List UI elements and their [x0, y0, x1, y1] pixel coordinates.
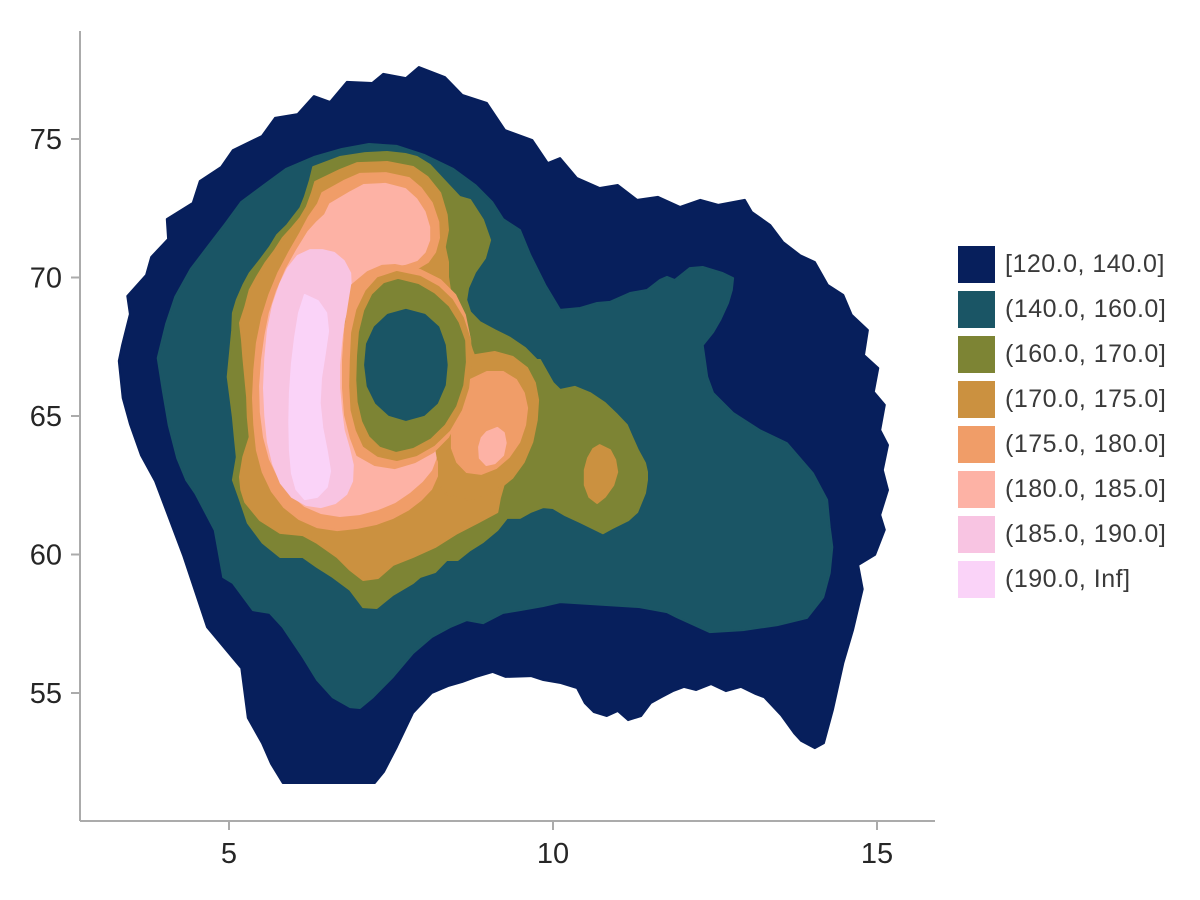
legend-label-2: (160.0, 170.0]: [1005, 340, 1167, 368]
axes: 55 60 65 70 75 5 10 15: [30, 31, 935, 870]
legend-row-1: (140.0, 160.0]: [958, 291, 1166, 328]
y-tick-label-70: 70: [30, 263, 62, 295]
legend-swatch-3: [958, 381, 995, 418]
legend-swatch-0: [958, 246, 995, 283]
contour-layers: [117, 66, 889, 784]
y-tick-label-55: 55: [30, 678, 62, 710]
contour-hole-teal: [364, 308, 448, 421]
legend-swatch-2: [958, 336, 995, 373]
legend-swatch-7: [958, 561, 995, 598]
legend-swatch-4: [958, 426, 995, 463]
legend-swatch-5: [958, 471, 995, 508]
legend-row-2: (160.0, 170.0]: [958, 336, 1166, 373]
y-tick-label-75: 75: [30, 124, 62, 156]
x-tick-label-15: 15: [861, 838, 893, 870]
legend-row-7: (190.0, Inf]: [958, 561, 1166, 598]
legend-label-0: [120.0, 140.0]: [1005, 250, 1165, 278]
legend-label-5: (180.0, 185.0]: [1005, 475, 1167, 503]
x-tick-label-10: 10: [537, 838, 569, 870]
legend-label-4: (175.0, 180.0]: [1005, 430, 1167, 458]
legend-label-7: (190.0, Inf]: [1005, 565, 1131, 593]
legend-label-1: (140.0, 160.0]: [1005, 295, 1167, 323]
y-tick-label-65: 65: [30, 401, 62, 433]
legend-row-3: (170.0, 175.0]: [958, 381, 1166, 418]
legend: [120.0, 140.0] (140.0, 160.0] (160.0, 170.…: [958, 246, 1166, 598]
legend-swatch-1: [958, 291, 995, 328]
legend-label-6: (185.0, 190.0]: [1005, 520, 1167, 548]
legend-label-3: (170.0, 175.0]: [1005, 385, 1167, 413]
legend-row-0: [120.0, 140.0]: [958, 246, 1166, 283]
legend-swatch-6: [958, 516, 995, 553]
legend-row-4: (175.0, 180.0]: [958, 426, 1166, 463]
legend-row-5: (180.0, 185.0]: [958, 471, 1166, 508]
contour-lobe-salmon-spot: [478, 426, 507, 466]
x-tick-label-5: 5: [221, 838, 237, 870]
y-tick-label-60: 60: [30, 540, 62, 572]
contour-tongue-spot-gold: [583, 444, 619, 504]
legend-row-6: (185.0, 190.0]: [958, 516, 1166, 553]
contour-band-190-inf: [288, 294, 332, 501]
